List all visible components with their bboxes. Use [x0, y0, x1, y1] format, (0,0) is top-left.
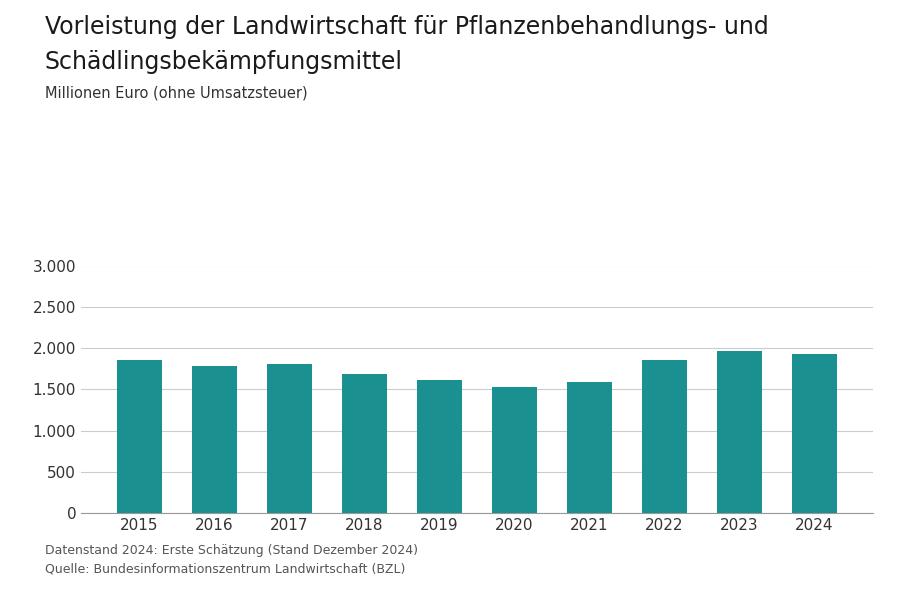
Bar: [642, 360, 687, 513]
Bar: [717, 352, 762, 513]
Bar: [567, 382, 612, 513]
Text: Vorleistung der Landwirtschaft für Pflanzenbehandlungs- und: Vorleistung der Landwirtschaft für Pflan…: [45, 15, 769, 39]
Bar: [117, 360, 162, 513]
Bar: [417, 381, 462, 513]
Bar: [792, 354, 837, 513]
Bar: [492, 387, 537, 513]
Bar: [267, 364, 312, 513]
Text: Datenstand 2024: Erste Schätzung (Stand Dezember 2024)
Quelle: Bundesinformation: Datenstand 2024: Erste Schätzung (Stand …: [45, 544, 418, 575]
Bar: [192, 366, 237, 513]
Text: Millionen Euro (ohne Umsatzsteuer): Millionen Euro (ohne Umsatzsteuer): [45, 86, 308, 100]
Text: Schädlingsbekämpfungsmittel: Schädlingsbekämpfungsmittel: [45, 50, 403, 74]
Bar: [342, 373, 387, 513]
